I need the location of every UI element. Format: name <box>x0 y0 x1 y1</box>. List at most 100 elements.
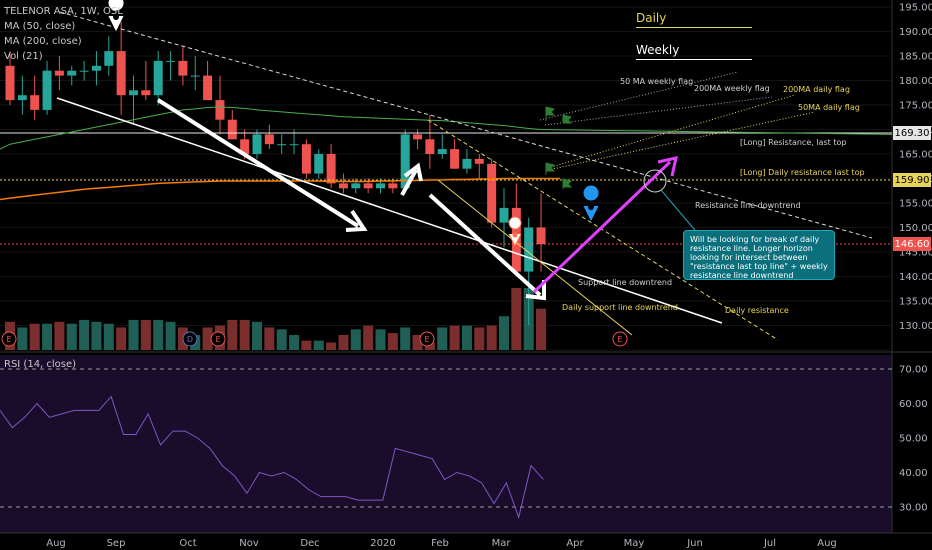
candle-body[interactable] <box>326 154 336 184</box>
candle-body[interactable] <box>116 51 126 96</box>
candle-body[interactable] <box>104 51 114 66</box>
arrow-up-1[interactable] <box>400 169 418 196</box>
candle-body[interactable] <box>338 183 348 189</box>
candle-body[interactable] <box>277 144 287 146</box>
time-tick-label: 2020 <box>370 538 395 549</box>
daily-resistance-label: Daily resistance <box>725 306 789 315</box>
volume-bar <box>54 321 65 350</box>
price-tick-label: 135.00 <box>899 297 932 308</box>
candle-body[interactable] <box>54 70 64 76</box>
candle-body[interactable] <box>289 144 299 146</box>
flag-icon[interactable] <box>545 106 556 121</box>
candle-body[interactable] <box>5 65 15 101</box>
candle-body[interactable] <box>437 149 447 154</box>
rsi-axis[interactable]: 70.00 60.00 50.00 40.00 30.00 <box>899 365 928 514</box>
location-pin-orange-icon[interactable] <box>508 216 522 248</box>
price-pane[interactable] <box>0 0 892 350</box>
candle-body[interactable] <box>190 75 200 77</box>
rsi-pane[interactable] <box>0 355 892 533</box>
rsi-line[interactable] <box>0 395 544 520</box>
candle-body[interactable] <box>79 70 89 72</box>
flag-icon[interactable] <box>562 178 573 189</box>
flag-icons[interactable] <box>545 106 573 189</box>
rsi-legend[interactable]: RSI (14, close) <box>4 359 77 370</box>
candle-body[interactable] <box>67 70 77 76</box>
candle-body[interactable] <box>524 227 534 272</box>
ma50-weekly-flag-line[interactable] <box>539 71 739 121</box>
ma200-weekly-flag-line[interactable] <box>544 96 773 126</box>
earnings-marker[interactable] <box>210 331 226 347</box>
candle-body[interactable] <box>227 119 237 140</box>
earnings-marker[interactable] <box>1 331 17 347</box>
daily-support-trend-line[interactable] <box>437 179 633 336</box>
candle-body[interactable] <box>91 65 101 71</box>
candle-body[interactable] <box>252 134 262 154</box>
candle-body[interactable] <box>141 90 151 96</box>
candle-body[interactable] <box>425 139 435 154</box>
earnings-marker[interactable] <box>419 331 435 347</box>
volume-bar <box>128 319 139 350</box>
ma50-line[interactable] <box>0 106 893 150</box>
event-marker-label: D <box>187 335 193 344</box>
volume-bar <box>375 329 386 350</box>
earnings-marker[interactable] <box>612 331 628 347</box>
candle-body[interactable] <box>178 60 188 76</box>
candle-body[interactable] <box>351 183 361 189</box>
rsi-tick-label: 40.00 <box>899 468 928 479</box>
daily-resistance-trend-line[interactable] <box>427 119 779 341</box>
candle-body[interactable] <box>17 95 27 101</box>
location-pin-blue-icon[interactable] <box>583 185 599 222</box>
candle-body[interactable] <box>450 149 460 169</box>
volume-legend[interactable]: Vol (21) <box>4 51 43 62</box>
intersect-circle[interactable] <box>643 169 667 193</box>
time-tick-label: May <box>624 538 645 549</box>
candle-body[interactable] <box>487 163 497 223</box>
weekly-resistance-downtrend-line[interactable] <box>59 11 873 239</box>
arrow-down-2[interactable] <box>428 193 542 297</box>
ma50-daily-flag-line[interactable] <box>547 111 816 171</box>
ma200-legend[interactable]: MA (200, close) <box>4 36 82 47</box>
ma200-line[interactable] <box>0 177 560 201</box>
candle-body[interactable] <box>30 95 40 110</box>
price-axis[interactable]: 195.00190.00185.00180.00175.00170.00165.… <box>899 3 932 333</box>
candle-body[interactable] <box>166 60 176 62</box>
candle-body[interactable] <box>462 158 472 169</box>
price-tick-label: 155.00 <box>899 199 932 210</box>
magenta-breakout-arrow[interactable] <box>532 160 672 294</box>
candle-body[interactable] <box>376 183 385 189</box>
volume-bar <box>29 323 40 350</box>
candle-body[interactable] <box>413 134 423 140</box>
volume-bar <box>437 327 448 350</box>
location-pin-white-icon[interactable] <box>108 0 124 32</box>
candle-body[interactable] <box>203 75 213 101</box>
price-label-last <box>893 237 931 251</box>
flag-icon[interactable] <box>545 162 556 175</box>
candle-body[interactable] <box>240 139 250 154</box>
candle-body[interactable] <box>400 134 410 189</box>
long-resistance-last-top-label: [Long] Resistance, last top <box>740 138 846 147</box>
arrow-down-1[interactable] <box>156 98 360 228</box>
candle-body[interactable] <box>129 90 138 96</box>
analysis-note[interactable]: Will be looking for break of daily resis… <box>683 230 835 280</box>
candle-body[interactable] <box>42 70 52 110</box>
candle-body[interactable] <box>264 134 274 145</box>
candle-body[interactable] <box>474 158 484 164</box>
event-markers[interactable]: E D E E E <box>1 331 628 347</box>
candle-body[interactable] <box>314 154 324 174</box>
ma50-legend[interactable]: MA (50, close) <box>4 21 76 32</box>
weekly-support-downtrend-line[interactable] <box>56 97 723 324</box>
candle-body[interactable] <box>153 60 163 96</box>
candle-body[interactable] <box>215 100 225 120</box>
volume-bar <box>313 340 324 350</box>
candle-body[interactable] <box>536 227 546 245</box>
candle-body[interactable] <box>301 144 311 174</box>
ma200-daily-flag-line[interactable] <box>547 94 796 169</box>
dividend-marker[interactable] <box>182 331 198 347</box>
candle-body[interactable] <box>499 207 509 223</box>
candle-body[interactable] <box>363 183 373 189</box>
candle-body[interactable] <box>388 183 398 189</box>
flag-icon[interactable] <box>562 114 573 124</box>
time-axis[interactable]: Aug Sep Oct Nov Dec 2020 Feb Mar Apr May Jun Jul Aug <box>46 538 837 549</box>
symbol-title[interactable]: TELENOR ASA, 1W, OSL <box>4 6 123 17</box>
